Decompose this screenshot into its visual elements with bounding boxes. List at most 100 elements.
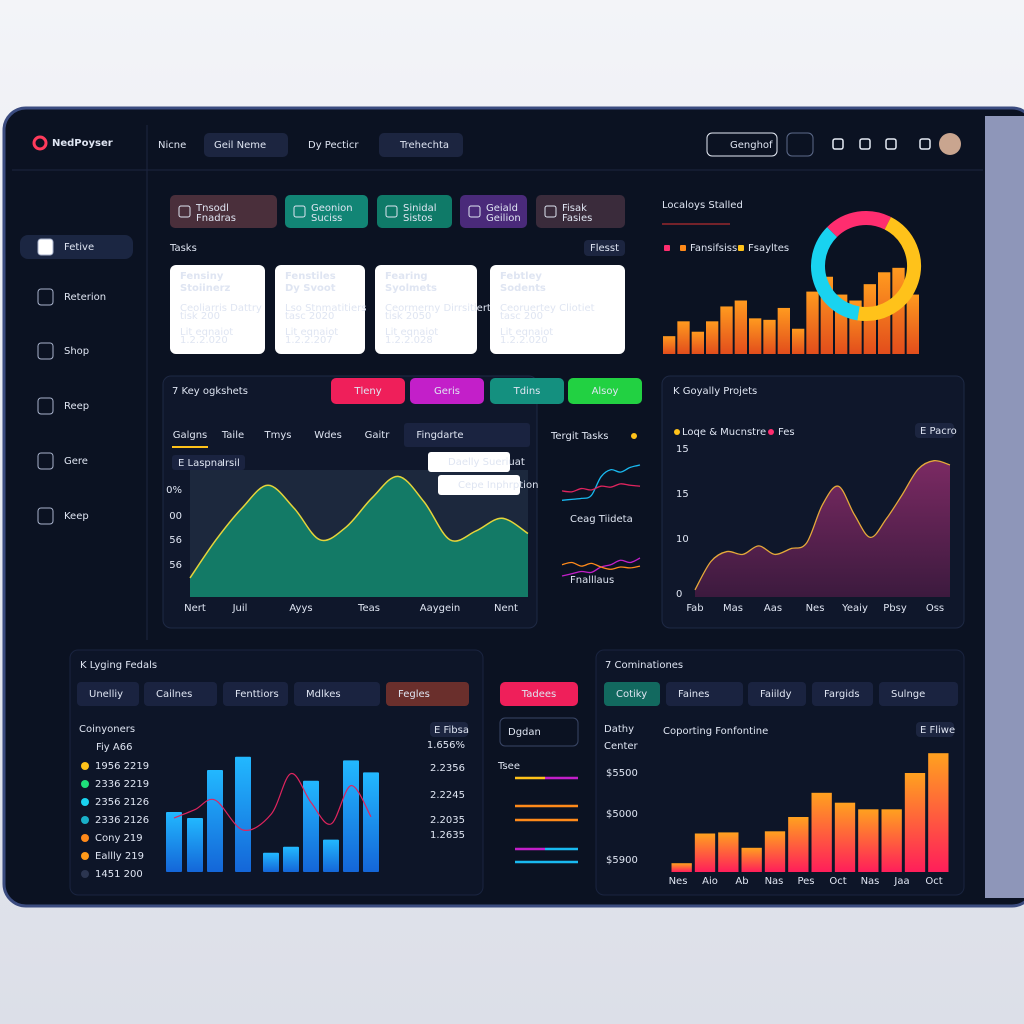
bar bbox=[792, 328, 805, 354]
tab-label[interactable]: Unelliy bbox=[89, 689, 123, 700]
tab[interactable]: Wdes bbox=[314, 430, 342, 441]
tooltip-text: Daelly Sueriuat bbox=[448, 457, 525, 468]
nav-item[interactable]: Dy Pecticr bbox=[308, 140, 359, 151]
tile-subtitle: Fnadras bbox=[196, 213, 236, 224]
bar bbox=[323, 839, 339, 872]
header-icon[interactable] bbox=[859, 138, 871, 150]
task-card[interactable] bbox=[375, 265, 477, 354]
button[interactable] bbox=[584, 240, 625, 256]
avatar[interactable] bbox=[939, 133, 961, 155]
tab[interactable]: Galgns bbox=[173, 430, 208, 441]
tab-label[interactable]: Fenttiors bbox=[235, 689, 279, 700]
task-card-text: Lso Stnmatitiers bbox=[285, 303, 366, 314]
legend-label: Fes bbox=[778, 427, 795, 438]
header-icon[interactable] bbox=[885, 138, 897, 150]
tab-label[interactable]: Cotiky bbox=[616, 689, 647, 700]
nav-item[interactable]: Nicne bbox=[158, 140, 186, 151]
button[interactable] bbox=[430, 722, 468, 737]
tile[interactable] bbox=[460, 195, 527, 228]
button-label[interactable]: E Fibsa bbox=[434, 725, 469, 736]
tab-label[interactable]: Faines bbox=[678, 689, 709, 700]
tile[interactable] bbox=[536, 195, 625, 228]
task-card[interactable] bbox=[275, 265, 365, 354]
sidebar-item[interactable]: Reterion bbox=[64, 292, 106, 303]
bar bbox=[741, 847, 762, 872]
legend-dot bbox=[81, 816, 89, 824]
tab[interactable] bbox=[748, 682, 806, 706]
dropdown[interactable] bbox=[499, 717, 579, 747]
tile-subtitle: Suciss bbox=[311, 213, 342, 224]
tab-label[interactable]: Sulnge bbox=[891, 689, 925, 700]
pill-button[interactable] bbox=[568, 378, 642, 404]
button[interactable] bbox=[916, 722, 954, 737]
pill-button[interactable] bbox=[410, 378, 484, 404]
pill-button[interactable] bbox=[490, 378, 564, 404]
sidebar-item[interactable]: Shop bbox=[64, 346, 89, 357]
section-title: Tasks bbox=[169, 243, 197, 254]
header-icon-button[interactable] bbox=[786, 132, 814, 157]
button-label[interactable]: Tadees bbox=[521, 689, 556, 700]
button-label[interactable]: E Pacro bbox=[920, 426, 957, 437]
pill-label[interactable]: Alsoy bbox=[592, 386, 619, 397]
x-tick-label: Yeaiy bbox=[841, 603, 868, 614]
header-button-label[interactable]: Genghof bbox=[730, 140, 773, 151]
tile-title: Geonion bbox=[311, 203, 353, 214]
tab[interactable] bbox=[294, 682, 380, 706]
tile-subtitle: Geilion bbox=[486, 213, 521, 224]
tab-label[interactable]: Faiildy bbox=[760, 689, 792, 700]
header-icon[interactable] bbox=[919, 138, 931, 150]
pill-label[interactable]: Tdins bbox=[513, 386, 541, 397]
tile[interactable] bbox=[285, 195, 368, 228]
tab-label[interactable]: Fegles bbox=[398, 689, 430, 700]
tab-label[interactable]: Fargids bbox=[824, 689, 860, 700]
nav-item[interactable]: Trehechta bbox=[399, 140, 449, 151]
tab[interactable] bbox=[386, 682, 469, 706]
sidebar-item[interactable]: Gere bbox=[64, 456, 88, 467]
tab[interactable]: Gaitr bbox=[365, 430, 391, 441]
tab[interactable] bbox=[812, 682, 873, 706]
nav-item[interactable]: Geil Neme bbox=[214, 140, 266, 151]
y-tick-label: 2.2035 bbox=[430, 815, 465, 826]
task-card-text: Dy Svoot bbox=[285, 283, 336, 294]
dot bbox=[768, 429, 774, 435]
task-card-text: Lit eqnaiot bbox=[500, 327, 553, 338]
task-card[interactable] bbox=[170, 265, 265, 354]
section-title: K Goyally Projets bbox=[673, 386, 757, 397]
sidebar-item[interactable]: Keep bbox=[64, 511, 89, 522]
bar bbox=[777, 307, 790, 354]
task-card[interactable] bbox=[490, 265, 625, 354]
tile[interactable] bbox=[170, 195, 277, 228]
tab[interactable]: Fingdarte bbox=[416, 430, 463, 441]
tab[interactable] bbox=[666, 682, 743, 706]
donut-segment bbox=[827, 211, 891, 238]
badge-label: E Laspna bbox=[178, 458, 223, 469]
tab[interactable] bbox=[144, 682, 217, 706]
task-card-text: Sodents bbox=[500, 283, 546, 294]
sidebar-item[interactable]: Fetive bbox=[64, 242, 94, 253]
sidebar-item[interactable]: Reep bbox=[64, 401, 89, 412]
dropdown-label[interactable]: Dgdan bbox=[508, 727, 541, 738]
button-label[interactable]: Flesst bbox=[590, 243, 619, 254]
tab[interactable] bbox=[604, 682, 660, 706]
header-button[interactable] bbox=[706, 132, 778, 157]
task-card-text: Febtley bbox=[500, 271, 542, 282]
button[interactable] bbox=[915, 423, 954, 438]
task-card-text: tisk 2050 bbox=[385, 311, 431, 322]
tab[interactable]: Taile bbox=[221, 430, 244, 441]
tab[interactable] bbox=[879, 682, 958, 706]
y-tick-label: 1.656% bbox=[427, 740, 465, 751]
pill-button[interactable] bbox=[331, 378, 405, 404]
button-label[interactable]: E Fliwe bbox=[920, 725, 955, 736]
tile[interactable] bbox=[377, 195, 452, 228]
tab-label[interactable]: Mdlkes bbox=[306, 689, 341, 700]
pill-label[interactable]: Geris bbox=[434, 386, 460, 397]
button[interactable] bbox=[500, 682, 578, 706]
tab[interactable] bbox=[77, 682, 139, 706]
brand-logo bbox=[32, 135, 48, 151]
x-tick-label: Aio bbox=[702, 876, 718, 887]
tab[interactable] bbox=[223, 682, 288, 706]
tab-label[interactable]: Cailnes bbox=[156, 689, 192, 700]
tab[interactable]: Tmys bbox=[264, 430, 292, 441]
pill-label[interactable]: Tleny bbox=[353, 386, 381, 397]
header-icon[interactable] bbox=[832, 138, 844, 150]
